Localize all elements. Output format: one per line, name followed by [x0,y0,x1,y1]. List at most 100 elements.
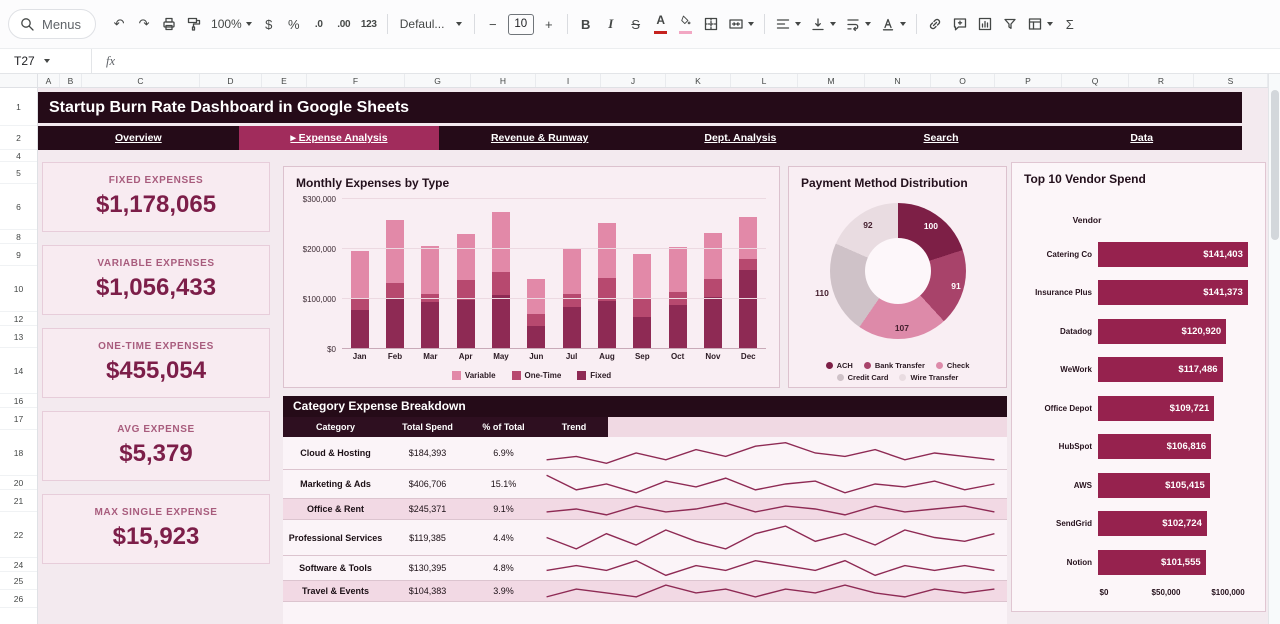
vertical-align-button[interactable] [806,11,840,37]
decrease-font-size-button[interactable]: − [481,11,505,37]
tab-revenue-runway[interactable]: Revenue & Runway [439,126,640,150]
vendor-row[interactable]: Insurance Plus$141,373 [1020,274,1257,313]
print-button[interactable] [157,11,181,37]
font-size-input[interactable]: 10 [508,14,534,35]
row-header-22[interactable]: 22 [0,512,37,558]
column-header-C[interactable]: C [82,74,200,87]
row-header-6[interactable]: 6 [0,184,37,230]
column-header-A[interactable]: A [38,74,60,87]
table-row[interactable]: Marketing & Ads$406,70615.1% [283,470,1007,499]
undo-button[interactable]: ↶ [107,11,131,37]
bar-column-oct[interactable] [660,199,695,349]
row-header-18[interactable]: 18 [0,430,37,476]
column-header-E[interactable]: E [262,74,307,87]
row-header-13[interactable]: 13 [0,326,37,348]
column-header-N[interactable]: N [865,74,931,87]
horizontal-align-button[interactable] [771,11,805,37]
bar-column-sep[interactable] [625,199,660,349]
zoom-select[interactable]: 100% [207,11,256,37]
row-header-9[interactable]: 9 [0,244,37,266]
vendor-row[interactable]: HubSpot$106,816 [1020,428,1257,467]
table-row[interactable]: Travel & Events$104,3833.9% [283,581,1007,602]
column-header-Q[interactable]: Q [1062,74,1129,87]
name-box[interactable]: T27 [0,49,92,73]
tab-dept-analysis[interactable]: Dept. Analysis [640,126,841,150]
bold-button[interactable]: B [574,11,598,37]
column-header-L[interactable]: L [731,74,798,87]
table-row[interactable]: Software & Tools$130,3954.8% [283,556,1007,581]
insert-comment-button[interactable] [948,11,972,37]
table-views-button[interactable] [1023,11,1057,37]
bar-column-aug[interactable] [589,199,624,349]
bar-column-jul[interactable] [554,199,589,349]
redo-button[interactable]: ↷ [132,11,156,37]
column-header-H[interactable]: H [471,74,536,87]
row-header-4[interactable]: 4 [0,150,37,162]
bar-column-apr[interactable] [448,199,483,349]
row-header-5[interactable]: 5 [0,162,37,184]
decrease-decimal-button[interactable]: .0 [307,11,331,37]
scrollbar-thumb[interactable] [1271,90,1279,240]
column-header-F[interactable]: F [307,74,405,87]
column-header-K[interactable]: K [666,74,731,87]
insert-link-button[interactable] [923,11,947,37]
italic-button[interactable]: I [599,11,623,37]
bar-column-jan[interactable] [342,199,377,349]
select-all-corner[interactable] [0,74,38,87]
table-row[interactable]: Cloud & Hosting$184,3936.9% [283,437,1007,470]
merge-cells-button[interactable] [724,11,758,37]
row-header-14[interactable]: 14 [0,348,37,394]
borders-button[interactable] [699,11,723,37]
tab-expense-analysis[interactable]: ▸ Expense Analysis [239,126,440,150]
bar-column-mar[interactable] [413,199,448,349]
text-rotation-button[interactable] [876,11,910,37]
row-header-12[interactable]: 12 [0,312,37,326]
tab-search[interactable]: Search [841,126,1042,150]
bar-column-jun[interactable] [519,199,554,349]
tab-overview[interactable]: Overview [38,126,239,150]
bar-column-feb[interactable] [377,199,412,349]
bar-column-may[interactable] [483,199,518,349]
column-header-R[interactable]: R [1129,74,1194,87]
row-header-25[interactable]: 25 [0,572,37,590]
column-header-D[interactable]: D [200,74,262,87]
tab-data[interactable]: Data [1041,126,1242,150]
column-header-G[interactable]: G [405,74,471,87]
column-header-O[interactable]: O [931,74,995,87]
vendor-row[interactable]: Office Depot$109,721 [1020,389,1257,428]
column-header-P[interactable]: P [995,74,1062,87]
vendor-row[interactable]: SendGrid$102,724 [1020,505,1257,544]
vendor-row[interactable]: Datadog$120,920 [1020,312,1257,351]
text-color-button[interactable]: A [649,11,673,37]
row-header-21[interactable]: 21 [0,490,37,512]
currency-format-button[interactable]: $ [257,11,281,37]
percent-format-button[interactable]: % [282,11,306,37]
table-row[interactable]: Office & Rent$245,3719.1% [283,499,1007,520]
increase-font-size-button[interactable]: + [537,11,561,37]
menus-button[interactable]: Menus [8,9,96,39]
row-header-24[interactable]: 24 [0,558,37,572]
row-header-2[interactable]: 2 [0,126,37,150]
table-row[interactable]: Professional Services$119,3854.4% [283,520,1007,556]
font-select[interactable]: Defaul... [394,11,468,37]
strikethrough-button[interactable]: S [624,11,648,37]
vendor-row[interactable]: Notion$101,555 [1020,543,1257,582]
bar-column-nov[interactable] [695,199,730,349]
vendor-row[interactable]: WeWork$117,486 [1020,351,1257,390]
bar-column-dec[interactable] [731,199,766,349]
functions-button[interactable]: Σ [1058,11,1082,37]
vertical-scrollbar[interactable] [1268,74,1280,624]
column-header-S[interactable]: S [1194,74,1268,87]
row-header-1[interactable]: 1 [0,88,37,126]
column-header-M[interactable]: M [798,74,865,87]
column-header-I[interactable]: I [536,74,601,87]
row-header-16[interactable]: 16 [0,394,37,408]
row-header-10[interactable]: 10 [0,266,37,312]
insert-chart-button[interactable] [973,11,997,37]
vendor-row[interactable]: Catering Co$141,403 [1020,235,1257,274]
row-header-26[interactable]: 26 [0,590,37,608]
row-header-17[interactable]: 17 [0,408,37,430]
row-header-8[interactable]: 8 [0,230,37,244]
paint-format-button[interactable] [182,11,206,37]
vendor-row[interactable]: AWS$105,415 [1020,466,1257,505]
